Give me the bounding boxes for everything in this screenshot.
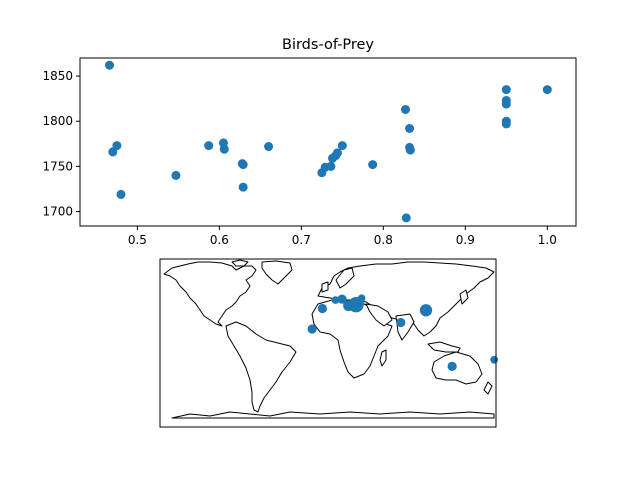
map-series: [307, 294, 498, 371]
scatter-point: [204, 141, 214, 151]
y-axis: 1700 1750 1800 1850: [42, 69, 80, 219]
coastlines: [163, 259, 495, 419]
scatter-point: [219, 144, 229, 154]
map-point: [447, 361, 457, 371]
scatter-point: [542, 85, 552, 95]
landmass-arctic-islands: [231, 259, 249, 267]
map-point: [490, 355, 498, 364]
scatter-point: [401, 213, 411, 223]
scatter-frame: [79, 57, 577, 227]
scatter-series: [105, 60, 552, 223]
y-tick-label: 1750: [42, 159, 73, 173]
x-tick-label: 0.8: [374, 233, 393, 247]
landmass-north-america: [163, 261, 257, 327]
map-point: [331, 296, 340, 304]
map-axes: [159, 258, 498, 428]
landmass-scandinavia: [335, 267, 355, 289]
scatter-point: [400, 104, 410, 114]
scatter-point: [171, 170, 181, 180]
landmass-arabia: [365, 303, 393, 327]
map-point: [337, 294, 347, 304]
scatter-plot-area: [80, 58, 576, 226]
scatter-point: [405, 123, 415, 133]
landmass-british-isles: [321, 281, 329, 293]
x-axis: 0.5 0.6 0.7 0.8 0.9 1.0: [128, 226, 557, 247]
scatter-point: [238, 182, 248, 192]
scatter-point: [501, 85, 511, 95]
scatter-point: [368, 160, 378, 170]
map-point: [317, 303, 328, 314]
y-tick-label: 1850: [42, 69, 73, 83]
landmass-australia: [431, 351, 483, 385]
x-tick-label: 0.9: [456, 233, 475, 247]
map-frame: [159, 258, 497, 428]
map-point: [357, 294, 366, 303]
x-tick-label: 1.0: [538, 233, 557, 247]
landmass-antarctica: [171, 411, 495, 419]
x-tick-label: 0.6: [210, 233, 229, 247]
x-tick-label: 0.7: [292, 233, 311, 247]
map-point: [419, 304, 433, 317]
scatter-point: [501, 99, 511, 109]
chart-title: Birds-of-Prey: [282, 37, 374, 53]
scatter-point: [112, 141, 122, 151]
landmass-japan: [459, 289, 469, 305]
scatter-point: [501, 119, 511, 129]
landmass-southeast-asia-islands: [427, 341, 461, 353]
scatter-point: [337, 141, 347, 151]
y-tick-label: 1800: [42, 114, 73, 128]
map-point: [307, 324, 317, 334]
landmass-africa: [311, 299, 393, 379]
scatter-point: [116, 189, 126, 199]
scatter-point: [405, 145, 415, 155]
landmass-south-america: [225, 321, 297, 413]
scatter-axes: Birds-of-Prey 0.5 0.6 0.7 0.8 0.9 1.0 1700 175…: [42, 37, 577, 247]
scatter-point: [264, 142, 274, 152]
x-tick-label: 0.5: [128, 233, 147, 247]
scatter-point: [238, 160, 248, 170]
landmass-madagascar: [379, 349, 387, 367]
scatter-point: [332, 148, 342, 158]
scatter-point: [326, 161, 336, 171]
scatter-point: [105, 60, 115, 70]
map-point: [396, 317, 406, 328]
y-tick-label: 1700: [42, 205, 73, 219]
landmass-new-zealand: [483, 381, 493, 395]
landmass-greenland: [261, 260, 293, 285]
